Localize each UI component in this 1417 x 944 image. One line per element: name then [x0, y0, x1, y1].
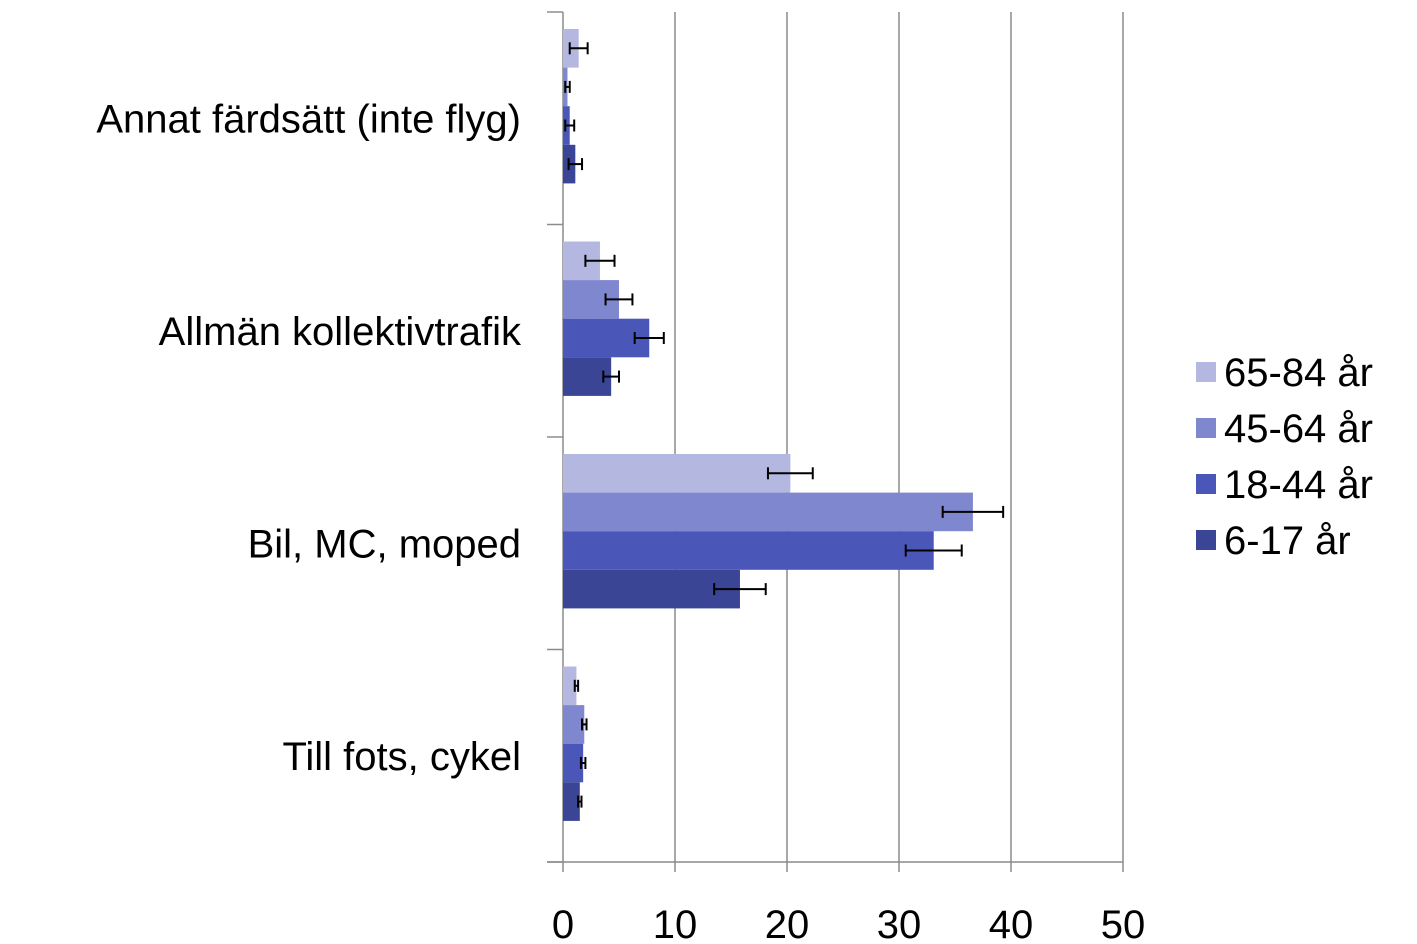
bar-bil-mc-moped-65-84-ar	[563, 454, 791, 493]
bar-bil-mc-moped-45-64-ar	[563, 492, 973, 532]
x-tick-label-10: 10	[653, 903, 698, 944]
error-bar-annat-fardsatt-inte-flyg-45-64-ar	[564, 80, 571, 93]
gridlines	[674, 12, 1124, 862]
bars	[563, 29, 973, 821]
error-bar-bil-mc-moped-65-84-ar	[766, 467, 814, 480]
bar-till-fots-cykel-65-84-ar	[563, 666, 577, 706]
x-tick-label-40: 40	[989, 903, 1034, 944]
legend-label: 45-64 år	[1224, 407, 1373, 451]
legend-label: 18-44 år	[1224, 463, 1373, 507]
error-bars	[564, 42, 1005, 808]
axes	[547, 11, 1124, 872]
x-tick-label-30: 30	[877, 903, 922, 944]
bar-till-fots-cykel-6-17-ar	[563, 782, 580, 821]
error-bar-annat-fardsatt-inte-flyg-65-84-ar	[568, 42, 589, 55]
legend-item-18-44-ar: 18-44 år	[1196, 463, 1373, 507]
legend-swatch	[1196, 474, 1216, 494]
error-bar-till-fots-cykel-45-64-ar	[581, 718, 588, 731]
error-bar-till-fots-cykel-6-17-ar	[577, 795, 583, 808]
legend-item-6-17-ar: 6-17 år	[1196, 519, 1351, 563]
error-bar-annat-fardsatt-inte-flyg-6-17-ar	[567, 158, 584, 171]
legend-swatch	[1196, 418, 1216, 438]
x-tick-label-0: 0	[552, 903, 574, 944]
legend-label: 65-84 år	[1224, 351, 1373, 395]
error-bar-bil-mc-moped-18-44-ar	[904, 544, 963, 557]
error-bar-annat-fardsatt-inte-flyg-18-44-ar	[564, 119, 576, 132]
legend-swatch	[1196, 362, 1216, 382]
legend-swatch	[1196, 530, 1216, 550]
bar-till-fots-cykel-18-44-ar	[563, 743, 584, 783]
category-label-annat-fardsatt-inte-flyg: Annat färdsätt (inte flyg)	[96, 97, 521, 141]
error-bar-bil-mc-moped-45-64-ar	[941, 505, 1005, 518]
error-bar-allman-kollektivtrafik-18-44-ar	[633, 332, 665, 344]
error-bar-allman-kollektivtrafik-45-64-ar	[604, 293, 634, 306]
error-bar-allman-kollektivtrafik-65-84-ar	[584, 254, 616, 267]
x-tick-label-20: 20	[765, 903, 810, 944]
category-labels: Annat färdsätt (inte flyg) Allmän kollekt…	[96, 97, 522, 779]
legend-item-65-84-ar: 65-84 år	[1196, 351, 1373, 395]
bar-bil-mc-moped-6-17-ar	[563, 569, 740, 609]
x-tick-label-50: 50	[1101, 903, 1146, 944]
legend: 65-84 år 45-64 år 18-44 år 6-17 år	[1196, 351, 1373, 563]
error-bar-till-fots-cykel-18-44-ar	[579, 757, 587, 769]
bar-bil-mc-moped-18-44-ar	[563, 531, 934, 570]
legend-item-45-64-ar: 45-64 år	[1196, 407, 1373, 451]
category-label-till-fots-cykel: Till fots, cykel	[282, 735, 521, 779]
legend-label: 6-17 år	[1224, 519, 1351, 563]
error-bar-bil-mc-moped-6-17-ar	[713, 583, 767, 596]
x-tick-labels: 0 10 20 30 40 50	[552, 903, 1145, 944]
category-label-allman-kollektivtrafik: Allmän kollektivtrafik	[159, 310, 522, 354]
category-label-bil-mc-moped: Bil, MC, moped	[248, 522, 521, 566]
error-bar-till-fots-cykel-65-84-ar	[573, 679, 580, 692]
error-bar-allman-kollektivtrafik-6-17-ar	[602, 370, 620, 383]
bar-till-fots-cykel-45-64-ar	[563, 705, 585, 744]
